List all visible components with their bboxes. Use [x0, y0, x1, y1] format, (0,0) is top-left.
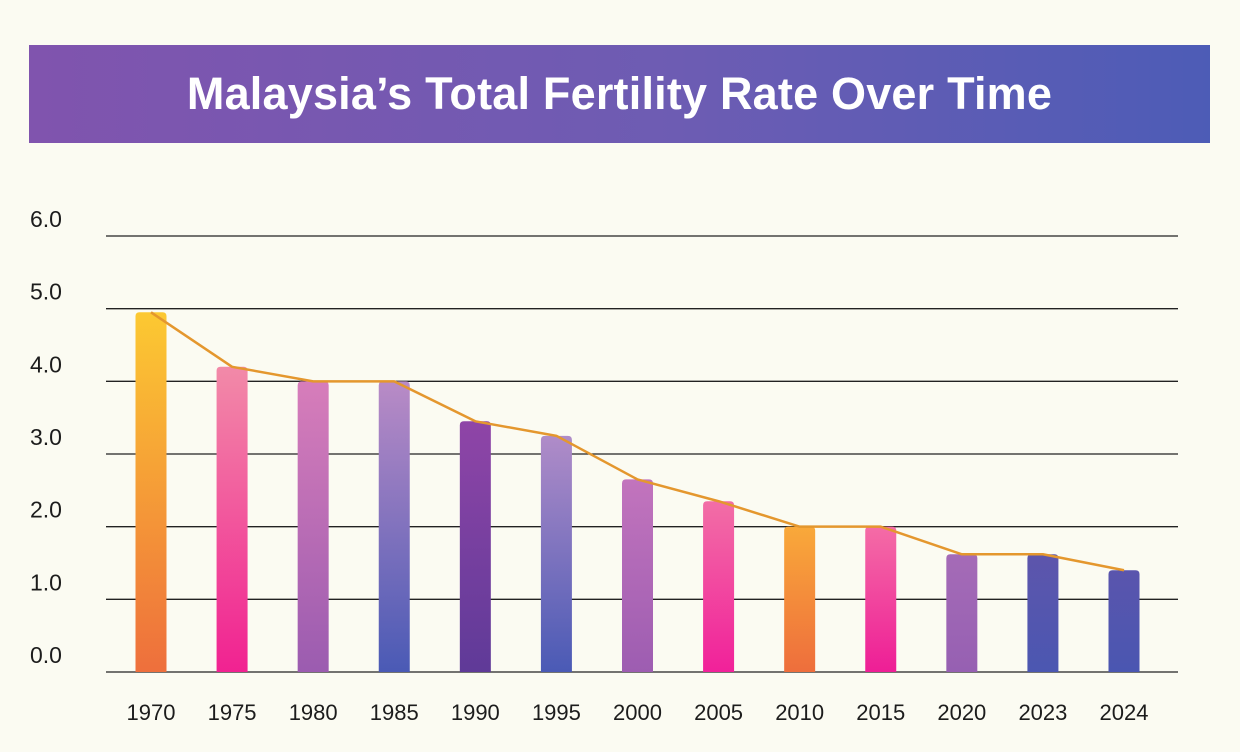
x-tick-label: 2015 — [856, 700, 905, 725]
x-tick-label: 1975 — [208, 700, 257, 725]
trend-line — [150, 311, 1125, 572]
x-tick-label: 2020 — [937, 700, 986, 725]
bar-2023 — [1027, 554, 1059, 672]
title-banner: Malaysia’s Total Fertility Rate Over Tim… — [29, 45, 1210, 143]
x-tick-label: 1980 — [289, 700, 338, 725]
bar-1985 — [378, 381, 410, 672]
bar-1975 — [216, 366, 248, 672]
bar-2010 — [784, 526, 816, 672]
x-tick-label: 1985 — [370, 700, 419, 725]
bar-2015 — [865, 526, 897, 672]
bar-2020 — [946, 554, 978, 672]
bar-1980 — [297, 381, 329, 672]
y-tick-label: 0.0 — [30, 642, 62, 668]
bar-2005 — [703, 501, 735, 672]
x-tick-label: 1995 — [532, 700, 581, 725]
bar-1995 — [540, 435, 572, 672]
y-tick-label: 3.0 — [30, 424, 62, 450]
x-tick-label: 2005 — [694, 700, 743, 725]
y-tick-label: 1.0 — [30, 569, 62, 595]
y-tick-label: 6.0 — [30, 206, 62, 232]
chart-title: Malaysia’s Total Fertility Rate Over Tim… — [186, 68, 1053, 119]
y-tick-label: 2.0 — [30, 497, 62, 523]
x-tick-label: 2023 — [1018, 700, 1067, 725]
bar-1990 — [459, 421, 491, 672]
x-tick-label: 1990 — [451, 700, 500, 725]
x-tick-label: 2010 — [775, 700, 824, 725]
bar-2024 — [1108, 570, 1140, 672]
x-tick-label: 1970 — [127, 700, 176, 725]
bar-2000 — [622, 479, 653, 672]
y-tick-label: 5.0 — [30, 279, 62, 305]
y-tick-label: 4.0 — [30, 351, 62, 377]
x-tick-label: 2024 — [1100, 700, 1149, 725]
x-tick-label: 2000 — [613, 700, 662, 725]
bar-1970 — [135, 312, 167, 672]
